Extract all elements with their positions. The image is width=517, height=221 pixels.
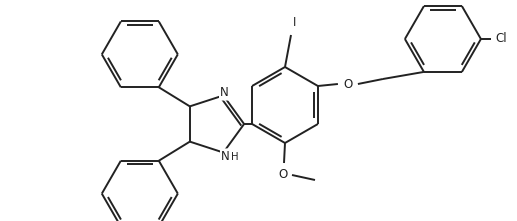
Text: N: N: [220, 87, 229, 100]
Text: Cl: Cl: [495, 32, 507, 46]
Text: N: N: [221, 150, 230, 163]
Text: O: O: [343, 78, 353, 91]
Text: N: N: [220, 86, 229, 99]
Text: H: H: [229, 151, 236, 160]
Text: O: O: [278, 168, 287, 181]
Text: I: I: [293, 17, 297, 29]
Text: H: H: [231, 152, 238, 162]
Text: N: N: [221, 149, 230, 162]
